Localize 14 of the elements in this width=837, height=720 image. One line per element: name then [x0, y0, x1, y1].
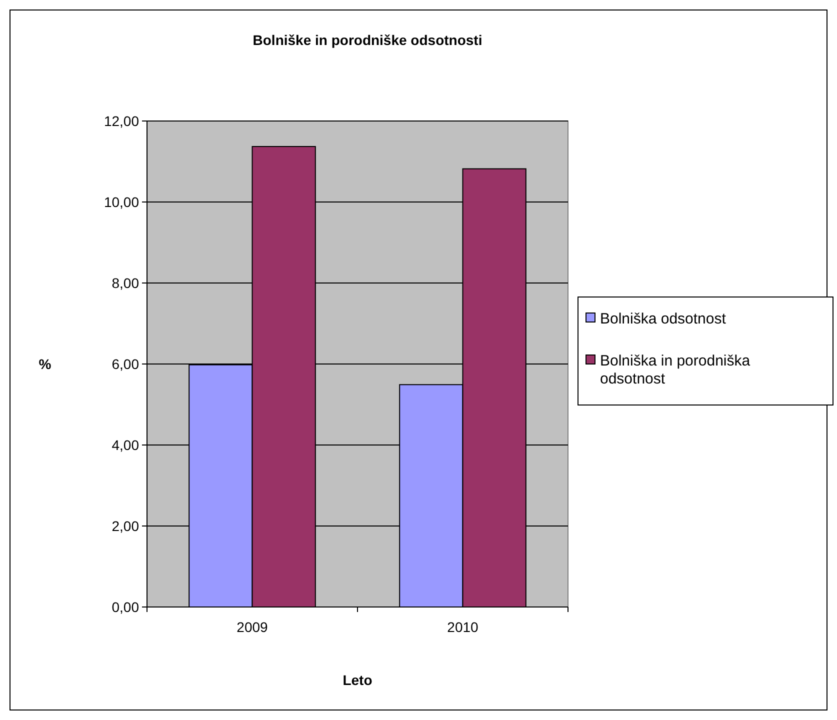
legend-label: Bolniška in porodniška odsotnost: [600, 352, 751, 388]
y-tick-label: 4,00: [112, 436, 140, 453]
y-tick-label: 10,00: [104, 194, 140, 210]
x-tick-label: 2010: [447, 619, 479, 635]
y-tick-label: 6,00: [112, 356, 140, 372]
y-tick-label: 8,00: [112, 274, 140, 291]
y-tick-label: 0,00: [112, 598, 140, 615]
y-axis-title: %: [38, 356, 52, 372]
y-tick-label: 12,00: [104, 112, 140, 129]
x-axis-title: Leto: [342, 672, 372, 688]
x-tick-label: 2009: [236, 619, 268, 635]
legend-label: Bolniška odsotnost: [600, 310, 727, 328]
y-tick-label: 2,00: [112, 518, 140, 534]
chart-title: Bolniške in porodniške odsotnosti: [252, 32, 482, 48]
